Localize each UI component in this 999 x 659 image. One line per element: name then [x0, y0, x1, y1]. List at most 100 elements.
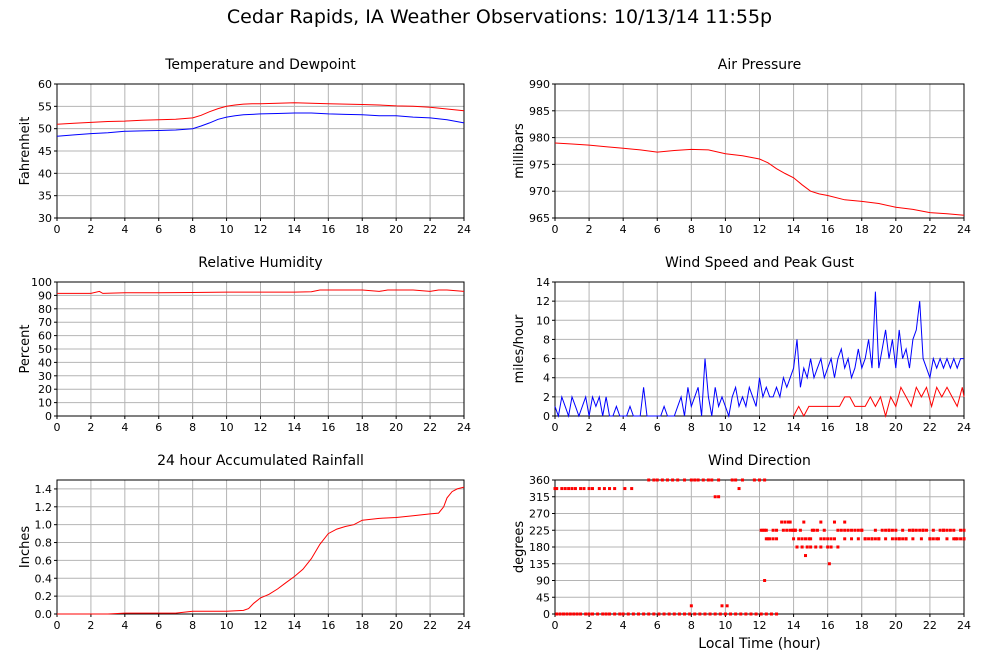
direction-point — [948, 528, 952, 532]
direction-point — [843, 537, 847, 541]
x-tick-label: 14 — [787, 619, 801, 632]
direction-point — [763, 478, 767, 482]
direction-point — [631, 612, 635, 616]
direction-point — [907, 528, 911, 532]
x-tick-label: 14 — [287, 223, 301, 236]
x-tick-label: 24 — [957, 619, 971, 632]
series-line-rain-0 — [57, 486, 465, 615]
direction-point — [783, 520, 787, 524]
direction-point — [676, 478, 680, 482]
direction-point — [890, 528, 894, 532]
direction-point — [775, 537, 779, 541]
direction-point — [652, 612, 656, 616]
x-tick-label: 22 — [923, 223, 937, 236]
x-tick-label: 14 — [787, 223, 801, 236]
x-tick-label: 8 — [688, 223, 695, 236]
x-tick-label: 16 — [321, 223, 335, 236]
direction-point — [793, 528, 797, 532]
direction-point — [706, 478, 710, 482]
direction-point — [863, 537, 867, 541]
x-tick-label: 18 — [355, 223, 369, 236]
direction-point — [800, 545, 804, 549]
chart-title-direction: Wind Direction — [708, 453, 811, 469]
direction-point — [775, 528, 779, 532]
y-tick-label: 1.4 — [35, 483, 53, 496]
x-tick-label: 24 — [957, 421, 971, 434]
chart-title-humidity: Relative Humidity — [198, 255, 322, 271]
direction-point — [652, 478, 656, 482]
direction-point — [740, 478, 744, 482]
direction-point — [792, 528, 796, 532]
direction-point — [931, 537, 935, 541]
direction-point — [567, 487, 571, 491]
x-tick-label: 2 — [87, 619, 94, 632]
direction-point — [807, 537, 811, 541]
direction-point — [856, 537, 860, 541]
direction-point — [804, 554, 808, 558]
direction-point — [884, 537, 888, 541]
direction-point — [758, 478, 761, 482]
x-tick-label: 12 — [254, 421, 268, 434]
direction-point — [887, 528, 891, 532]
x-tick-label: 4 — [121, 223, 128, 236]
y-tick-label: 14 — [536, 276, 550, 289]
direction-point — [739, 612, 743, 616]
direction-point — [713, 612, 717, 616]
direction-point — [788, 520, 792, 524]
direction-point — [693, 612, 697, 616]
y-tick-label: 975 — [529, 158, 550, 171]
y-tick-label: 90 — [38, 289, 52, 302]
y-tick-label: 135 — [529, 558, 550, 571]
y-tick-label: 990 — [529, 78, 550, 91]
direction-point — [832, 537, 836, 541]
direction-point — [843, 528, 847, 532]
direction-point — [630, 487, 634, 491]
y-tick-label: 50 — [38, 343, 52, 356]
x-tick-label: 20 — [889, 619, 903, 632]
direction-point — [797, 537, 801, 541]
direction-point — [839, 528, 843, 532]
series-line-wind-1 — [793, 385, 965, 418]
direction-point — [901, 528, 905, 532]
direction-point — [565, 612, 569, 616]
direction-point — [942, 528, 946, 532]
direction-point — [832, 520, 836, 524]
direction-point — [613, 612, 617, 616]
direction-point — [573, 487, 577, 491]
direction-point — [560, 487, 564, 491]
direction-point — [667, 612, 671, 616]
x-tick-label: 16 — [821, 223, 835, 236]
direction-point — [921, 528, 925, 532]
direction-point — [737, 487, 741, 491]
direction-point — [584, 612, 588, 616]
direction-point — [819, 537, 823, 541]
series-line-pressure-0 — [554, 142, 965, 216]
x-tick-label: 18 — [855, 619, 869, 632]
x-tick-label: 20 — [389, 421, 403, 434]
y-axis-label: Percent — [18, 325, 33, 374]
x-tick-label: 0 — [54, 619, 61, 632]
direction-point — [867, 537, 871, 541]
direction-point — [761, 528, 765, 532]
x-tick-label: 10 — [220, 421, 234, 434]
direction-point — [805, 545, 809, 549]
direction-point — [952, 537, 956, 541]
direction-point — [763, 528, 767, 532]
x-tick-label: 24 — [957, 223, 971, 236]
y-tick-label: 4 — [543, 372, 550, 385]
direction-point — [873, 537, 877, 541]
direction-point — [764, 612, 768, 616]
direction-point — [827, 562, 831, 566]
y-tick-label: 0.4 — [35, 572, 53, 585]
direction-point — [768, 537, 772, 541]
direction-point — [836, 528, 840, 532]
x-tick-label: 18 — [355, 619, 369, 632]
direction-point — [945, 528, 949, 532]
direction-point — [637, 612, 641, 616]
direction-point — [575, 612, 579, 616]
direction-point — [955, 537, 959, 541]
direction-point — [800, 537, 804, 541]
